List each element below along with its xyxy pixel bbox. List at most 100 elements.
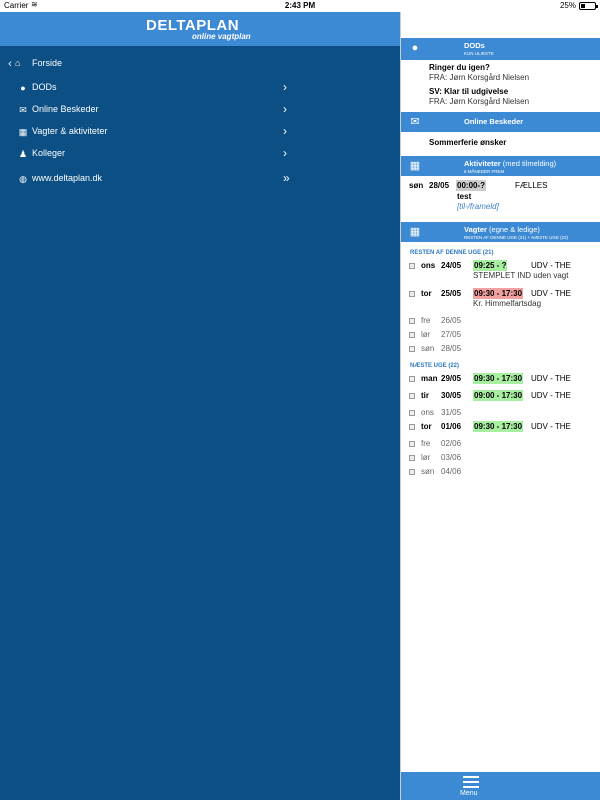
- chat-icon: ●: [411, 42, 419, 54]
- vagter-section-header[interactable]: ▦ Vagter (egne & ledige) RESTEN AF DENNE…: [401, 222, 600, 242]
- dod-subject[interactable]: Ringer du igen?: [429, 63, 490, 72]
- shift-row[interactable]: ons 24/05 09:25 - ? UDV - THE: [401, 260, 600, 274]
- brand-subtitle: online vagtplan: [192, 32, 251, 41]
- section-title-text: Aktiviteter: [464, 159, 501, 168]
- aktivitet-time: 00:00-?: [456, 180, 487, 191]
- shift-place: UDV - THE: [531, 422, 571, 431]
- shift-checkbox[interactable]: [409, 455, 415, 461]
- shift-row[interactable]: ons 31/05: [401, 407, 600, 421]
- home-icon: ⌂: [15, 58, 21, 68]
- shift-time: 09:30 - 17:30: [473, 421, 524, 432]
- nav-item-online-beskeder[interactable]: ✉ Online Beskeder ›: [0, 100, 400, 120]
- shift-date: 02/06: [441, 439, 462, 448]
- navigation-panel: DELTAPLAN online vagtplan ‹ ⌂ Forside ● …: [0, 12, 400, 800]
- shift-time: 09:25 - ?: [473, 260, 508, 271]
- shift-date: 31/05: [441, 408, 462, 417]
- shift-place: UDV - THE: [531, 261, 571, 270]
- shift-note: Kr. Himmelfartsdag: [473, 299, 542, 308]
- calendar-icon: ▦: [18, 127, 28, 137]
- online-beskeder-section-header[interactable]: ✉ Online Beskeder: [401, 112, 600, 132]
- nav-back-forside[interactable]: ‹ ⌂ Forside: [0, 54, 400, 74]
- shift-row[interactable]: man 29/05 09:30 - 17:30 UDV - THE: [401, 373, 600, 387]
- shift-day: tir: [421, 391, 429, 400]
- chat-icon: ●: [20, 83, 26, 93]
- brand-header: DELTAPLAN online vagtplan: [0, 12, 400, 46]
- shift-day: ons: [421, 408, 434, 417]
- dashboard-panel: ● DODs KUN ULÆSTE Ringer du igen? FRA: J…: [400, 12, 600, 800]
- shift-place: UDV - THE: [531, 374, 571, 383]
- nav-item-label: Kolleger: [32, 148, 66, 158]
- shift-checkbox[interactable]: [409, 318, 415, 324]
- hamburger-icon[interactable]: [463, 776, 479, 788]
- calendar-icon: ▦: [409, 226, 421, 238]
- menu-label: Menu: [460, 790, 478, 797]
- shift-checkbox[interactable]: [409, 469, 415, 475]
- shift-date: 03/06: [441, 453, 462, 462]
- brand-title: DELTAPLAN: [146, 17, 240, 34]
- shift-date: 24/05: [441, 261, 462, 270]
- shift-row[interactable]: tir 30/05 09:00 - 17:30 UDV - THE: [401, 390, 600, 404]
- nav-item-website[interactable]: ◍ www.deltaplan.dk »: [0, 169, 400, 189]
- shift-row[interactable]: tor 25/05 09:30 - 17:30 UDV - THE: [401, 288, 600, 302]
- shift-row[interactable]: lør 27/05: [401, 329, 600, 343]
- status-bar: Carrier ≋ 2:43 PM 25%: [0, 0, 600, 12]
- envelope-icon: ✉: [19, 105, 27, 115]
- online-besked-subject[interactable]: Sommerferie ønsker: [429, 138, 507, 147]
- shift-checkbox[interactable]: [409, 291, 415, 297]
- week-group-label: NÆSTE UGE (22): [410, 363, 460, 369]
- shift-row[interactable]: fre 26/05: [401, 315, 600, 329]
- shift-date: 04/06: [441, 467, 462, 476]
- shift-checkbox[interactable]: [409, 410, 415, 416]
- shift-row[interactable]: søn 28/05: [401, 343, 600, 357]
- shift-checkbox[interactable]: [409, 263, 415, 269]
- shift-time: 09:30 - 17:30: [473, 288, 524, 299]
- nav-item-kolleger[interactable]: ♟ Kolleger ›: [0, 144, 400, 164]
- shift-row[interactable]: søn 04/06: [401, 466, 600, 480]
- shift-day: søn: [421, 344, 435, 353]
- shift-date: 30/05: [441, 391, 462, 400]
- nav-item-vagter-aktiviteter[interactable]: ▦ Vagter & aktiviteter ›: [0, 122, 400, 142]
- wifi-icon: ≋: [31, 0, 38, 9]
- shift-day: lør: [421, 453, 431, 462]
- aktivitet-row[interactable]: søn 28/05 00:00-? FÆLLES: [401, 180, 600, 194]
- til-frameld-link[interactable]: [til-/frameld]: [457, 202, 499, 211]
- shift-checkbox[interactable]: [409, 332, 415, 338]
- chevron-right-icon: ›: [283, 124, 287, 138]
- section-title: Vagter (egne & ledige): [464, 225, 540, 234]
- status-time: 2:43 PM: [284, 1, 316, 10]
- shift-row[interactable]: lør 03/06: [401, 452, 600, 466]
- menu-bar[interactable]: Menu: [401, 772, 600, 800]
- shift-day: fre: [421, 439, 431, 448]
- chevron-right-icon: ›: [283, 102, 287, 116]
- dods-section-header[interactable]: ● DODs KUN ULÆSTE: [401, 38, 600, 60]
- section-title: Aktiviteter (med tilmelding): [464, 159, 556, 168]
- nav-item-dods[interactable]: ● DODs ›: [0, 78, 400, 98]
- shift-place: UDV - THE: [531, 289, 571, 298]
- shift-day: søn: [421, 467, 435, 476]
- shift-checkbox[interactable]: [409, 376, 415, 382]
- nav-item-label: Online Beskeder: [32, 104, 99, 114]
- section-title-note: (egne & ledige): [489, 225, 540, 234]
- nav-back-label: Forside: [32, 58, 63, 68]
- shift-row[interactable]: fre 02/06: [401, 438, 600, 452]
- aktivitet-name: test: [457, 192, 472, 201]
- dod-subject[interactable]: SV: Klar til udgivelse: [429, 87, 509, 96]
- shift-day: tor: [421, 422, 432, 431]
- section-title-note: (med tilmelding): [502, 159, 557, 168]
- shift-checkbox[interactable]: [409, 393, 415, 399]
- shift-day: lør: [421, 330, 431, 339]
- shift-day: ons: [421, 261, 436, 270]
- shift-row[interactable]: tor 01/06 09:30 - 17:30 UDV - THE: [401, 421, 600, 435]
- shift-checkbox[interactable]: [409, 346, 415, 352]
- shift-day: man: [421, 374, 438, 383]
- shift-checkbox[interactable]: [409, 441, 415, 447]
- shift-time: 09:00 - 17:30: [473, 390, 524, 401]
- aktiviteter-section-header[interactable]: ▦ Aktiviteter (med tilmelding) 6 MÅNEDER…: [401, 156, 600, 176]
- battery-percent: 25%: [559, 1, 576, 10]
- shift-date: 01/06: [441, 422, 462, 431]
- shift-day: fre: [421, 316, 431, 325]
- globe-icon: ◍: [19, 174, 27, 184]
- battery-icon: [579, 2, 598, 10]
- chevron-left-icon: ‹: [8, 58, 12, 70]
- shift-checkbox[interactable]: [409, 424, 415, 430]
